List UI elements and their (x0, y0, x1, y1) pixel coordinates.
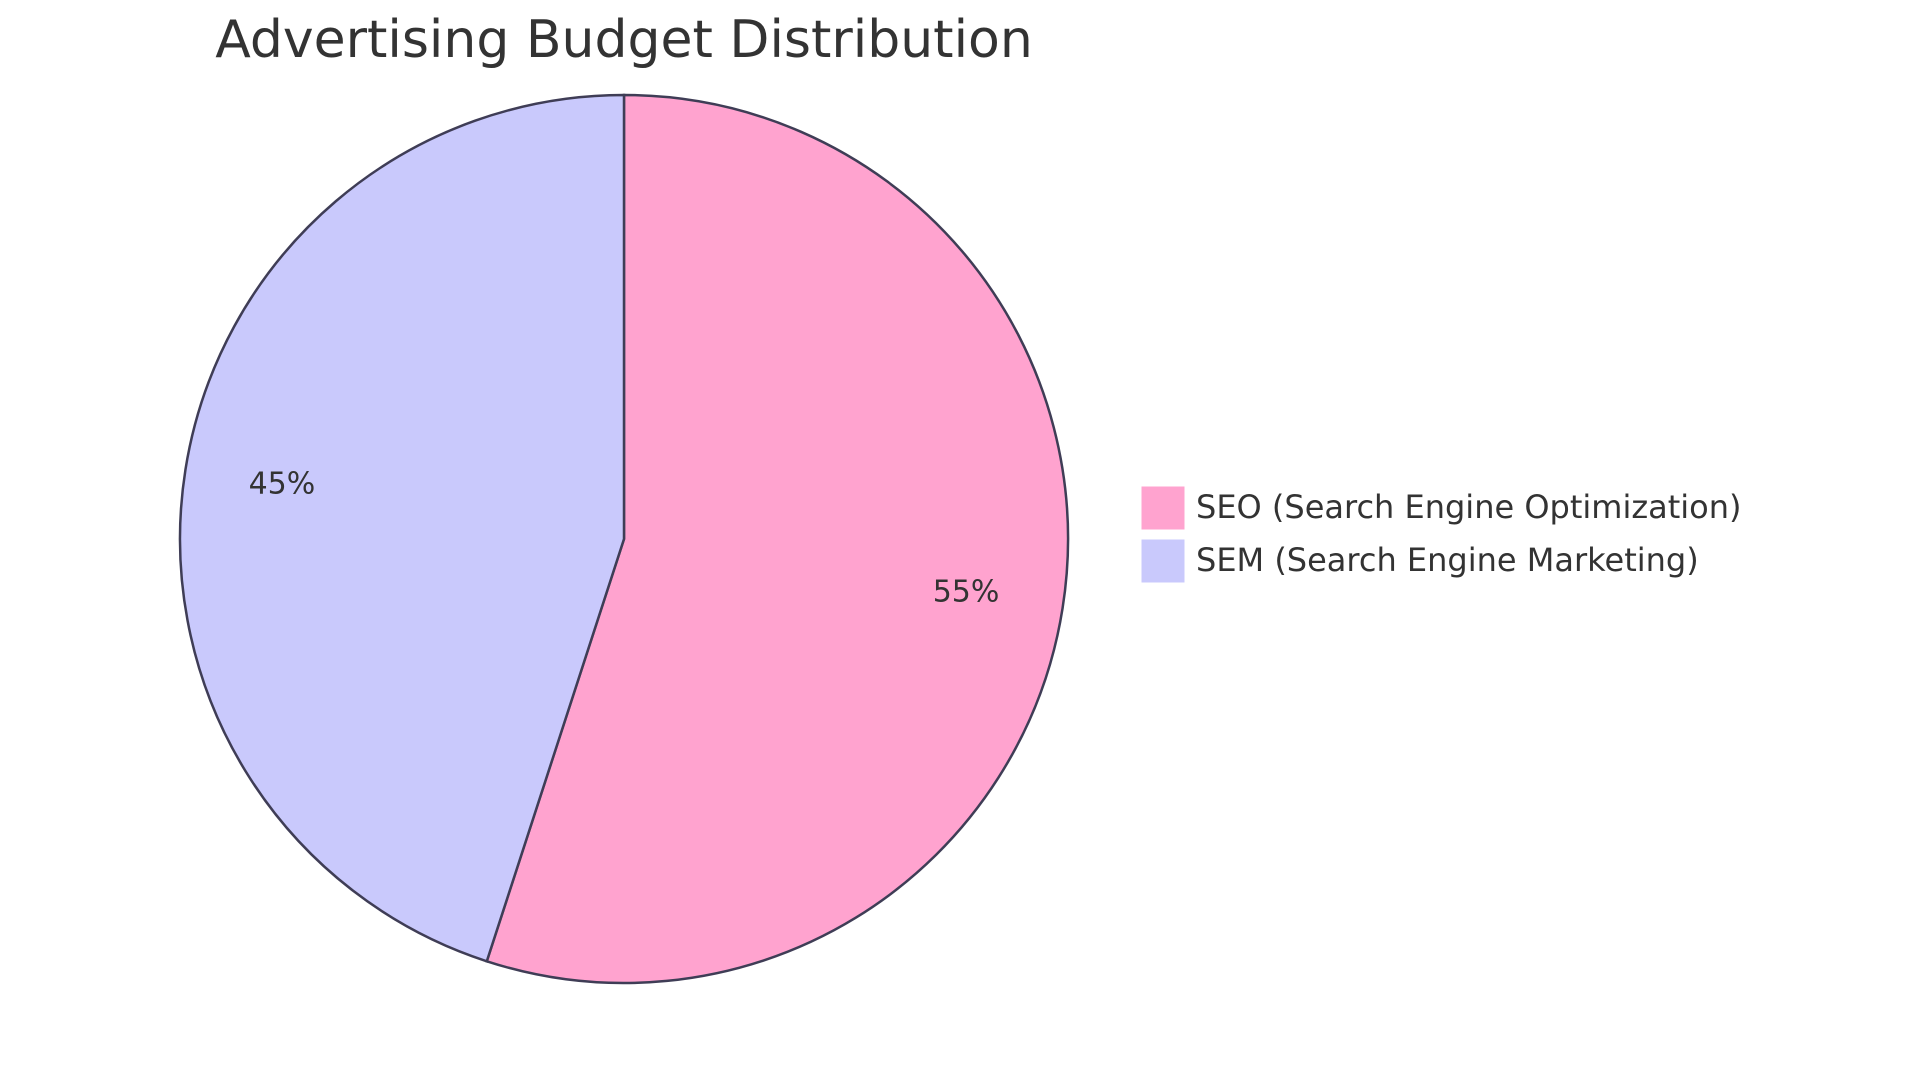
legend-label: SEM (Search Engine Marketing) (1196, 541, 1699, 579)
pie-slice (485, 93, 1070, 985)
pie-slice (178, 93, 626, 963)
legend-label: SEO (Search Engine Optimization) (1196, 488, 1742, 526)
chart-title: Advertising Budget Distribution (215, 10, 1033, 70)
legend-swatch (1140, 485, 1186, 531)
legend-swatch (1140, 538, 1186, 584)
slice-label: 45% (249, 466, 316, 501)
slice-label: 55% (933, 575, 1000, 610)
